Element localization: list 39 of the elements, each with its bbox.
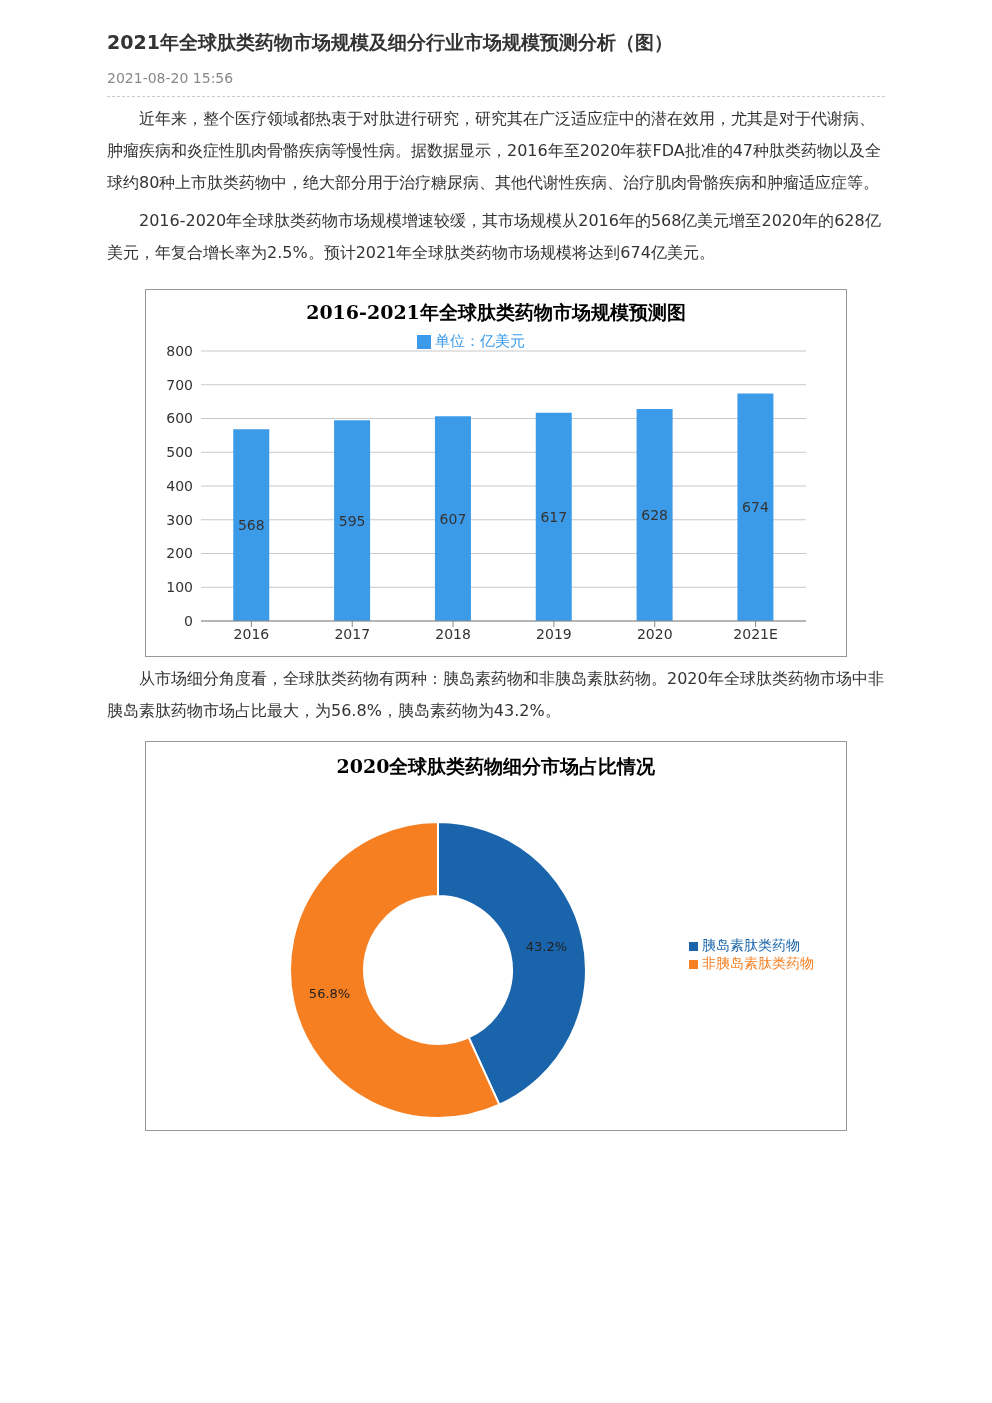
- x-tick-label: 2017: [334, 625, 371, 642]
- bar: [636, 409, 673, 621]
- bar: [233, 429, 270, 621]
- text: 2021年全球肽类药物市场规模及细分行业市场规模预测分析（图）: [107, 30, 674, 55]
- y-tick-label: 400: [166, 477, 193, 494]
- x-tick-label: 2016: [233, 625, 270, 642]
- text: 近年来，整个医疗领域都热衷于对肽进行研究，研究其在广泛适应症中的潜在效用，尤其是对于代谢病、肿瘤疾病和炎症性肌肉骨骼疾病等慢性病。据数据显示，2016年至2020年获FDA批准的47种肽类药物以及全球约80种上市肽类药物中，绝大部分用于治疗糖尿病、其他代谢性疾病、治疗肌肉骨骼疾病和肿瘤适应症等。: [107, 108, 882, 194]
- x-tick-label: 2021E: [733, 625, 778, 642]
- data-label: 607: [439, 510, 467, 527]
- legend-label: 胰岛素肽类药物: [702, 937, 800, 953]
- bar: [434, 416, 471, 621]
- legend-label: 非胰岛素肽类药物: [702, 955, 814, 971]
- data-label: 674: [742, 499, 769, 516]
- y-tick-label: 800: [166, 342, 193, 359]
- text: 2016-2020年全球肽类药物市场规模增速较缓，其市场规模从2016年的568亿美元增至2020年的628亿美元，年复合增长率为2.5%。预计2021年全球肽类药物市场规模将达到674亿美元。: [107, 210, 882, 264]
- y-tick-label: 700: [166, 376, 193, 393]
- y-tick-label: 100: [166, 579, 193, 596]
- x-tick-label: 2018: [435, 625, 471, 642]
- x-tick-label: 2019: [536, 625, 572, 642]
- data-label: 43.2%: [525, 938, 568, 954]
- chart-title: 2016-2021年全球肽类药物市场规模预测图: [305, 300, 687, 325]
- data-label: 595: [338, 512, 366, 529]
- data-label: 617: [540, 508, 568, 525]
- y-tick-label: 600: [166, 410, 193, 427]
- data-label: 56.8%: [308, 986, 351, 1002]
- data-label: 568: [237, 517, 265, 534]
- legend-label: 单位：亿美元: [435, 332, 525, 350]
- data-label: 628: [641, 506, 668, 523]
- text: 从市场细分角度看，全球肽类药物有两种：胰岛素药物和非胰岛素肽药物。2020年全球肽类药物市场中非胰岛素肽药物市场占比最大，为56.8%，胰岛素药物为43.2%。: [107, 668, 885, 722]
- y-tick-label: 500: [166, 444, 193, 461]
- y-tick-label: 200: [166, 545, 193, 562]
- bar: [334, 420, 371, 621]
- x-tick-label: 2020: [636, 625, 673, 642]
- bar: [737, 393, 774, 621]
- text: 2021-08-20 15:56: [107, 70, 885, 97]
- y-tick-label: 300: [166, 511, 193, 528]
- y-tick-label: 0: [184, 612, 193, 629]
- chart-title: 2020全球肽类药物细分市场占比情况: [335, 754, 657, 779]
- bar: [535, 412, 572, 621]
